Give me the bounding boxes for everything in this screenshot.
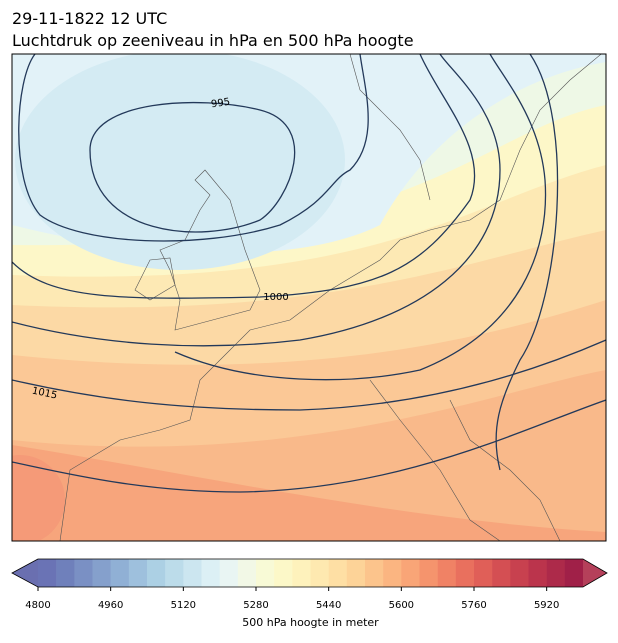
colorbar-segment <box>183 559 202 587</box>
colorbar-segment <box>564 559 584 587</box>
colorbar-outline <box>11 558 608 588</box>
colorbar-segment <box>56 559 75 587</box>
colorbar-segment <box>419 559 438 587</box>
colorbar-extend-high <box>583 559 607 587</box>
colorbar-segment <box>365 559 384 587</box>
colorbar-segment <box>274 559 293 587</box>
colorbar-segment <box>201 559 220 587</box>
colorbar-segment <box>346 559 366 587</box>
colorbar-tick-label: 5280 <box>243 600 268 611</box>
contour-label: 995 <box>210 97 230 111</box>
colorbar-tick-label: 5920 <box>534 600 559 611</box>
contour-label: 1015 <box>31 386 58 402</box>
colorbar-segment <box>110 559 130 587</box>
colorbar-segment <box>328 559 348 587</box>
colorbar-tick-label: 4800 <box>25 600 50 611</box>
colorbar-segment <box>383 559 402 587</box>
colorbar-segment <box>455 559 475 587</box>
colorbar-label: 500 hPa hoogte in meter <box>242 616 379 629</box>
colorbar-segment <box>256 559 275 587</box>
colorbar-segment <box>237 559 257 587</box>
colorbar-tick-label: 5440 <box>316 600 341 611</box>
colorbar-segment <box>165 559 184 587</box>
colorbar-segment <box>492 559 511 587</box>
colorbar-tick-label: 5120 <box>171 600 196 611</box>
colorbar-segment <box>437 559 457 587</box>
colorbar-segment <box>38 559 57 587</box>
colorbar-tick-label: 5760 <box>461 600 486 611</box>
colorbar: 4800 4960 5120 5280 5440 5600 5760 5920 500 hPa … <box>11 558 608 629</box>
colorbar-segment <box>292 559 311 587</box>
colorbar-segment <box>92 559 111 587</box>
colorbar-tick-label: 5600 <box>389 600 414 611</box>
colorbar-segment <box>147 559 166 587</box>
colorbar-segment <box>219 559 239 587</box>
colorbar-segment <box>128 559 148 587</box>
colorbar-segment <box>310 559 329 587</box>
colorbar-segment <box>401 559 420 587</box>
date: 29-11-1822 12 UTC <box>12 9 167 28</box>
colorbar-extend-low <box>12 559 38 587</box>
contour-label: 1000 <box>263 292 288 303</box>
colorbar-segment <box>528 559 547 587</box>
colorbar-segment <box>474 559 493 587</box>
colorbar-segment <box>74 559 93 587</box>
colorbar-tick-label: 4960 <box>98 600 123 611</box>
title: Luchtdruk op zeeniveau in hPa en 500 hPa… <box>12 31 414 50</box>
colorbar-segment <box>510 559 529 587</box>
colorbar-segment <box>546 559 566 587</box>
map <box>11 53 607 542</box>
